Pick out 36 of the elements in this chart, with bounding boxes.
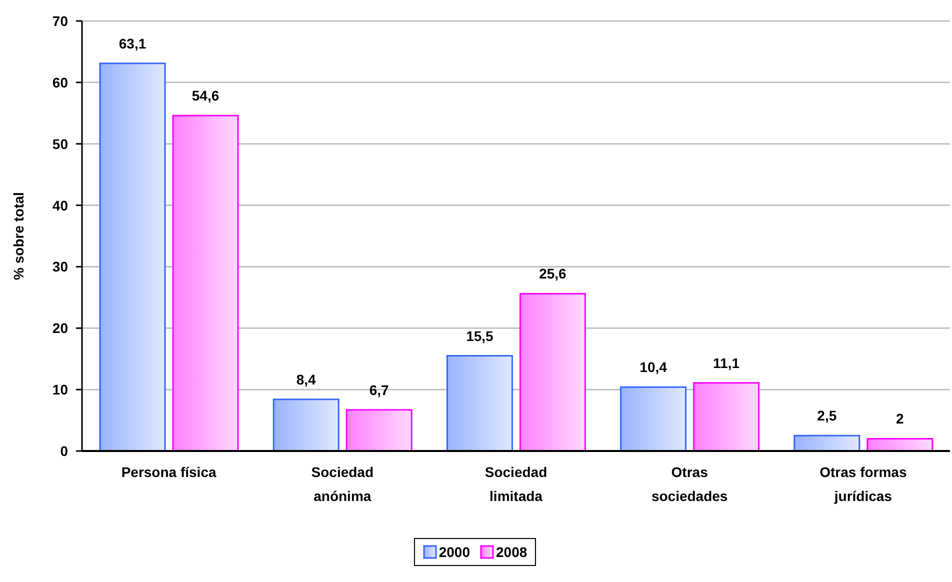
y-tick-label: 10: [52, 382, 68, 398]
x-tick-label: Otras formas jurídicas: [820, 464, 907, 504]
bar: [346, 409, 412, 451]
data-label: 15,5: [466, 328, 494, 344]
bar: [272, 398, 340, 451]
bar: [172, 114, 239, 451]
y-tick-label: 40: [52, 197, 68, 214]
bar: [794, 434, 860, 451]
y-tick-label: 70: [52, 12, 68, 29]
bar: [620, 386, 687, 451]
data-label: 11,1: [713, 354, 740, 371]
y-tick-label: 50: [52, 136, 68, 152]
data-label: 25,6: [539, 266, 567, 282]
bar: [99, 62, 166, 451]
legend-label: 2008: [496, 544, 528, 560]
data-label: 2,5: [817, 408, 837, 424]
x-tick-label: Persona física: [121, 464, 216, 480]
y-tick-label: 20: [52, 320, 68, 336]
legend-label: 2000: [438, 544, 470, 560]
y-axis-title: % sobre total: [10, 192, 27, 280]
data-label: 54,6: [192, 88, 220, 104]
data-label: 2: [896, 410, 904, 427]
y-tick-label: 30: [52, 258, 68, 275]
data-label: 6,7: [369, 382, 390, 398]
x-tick-label: Otras sociedades: [651, 464, 728, 504]
bar: [693, 382, 760, 451]
y-tick-label: 60: [52, 74, 68, 90]
x-tick-label: Sociedad limitada: [484, 464, 548, 504]
data-label: 63,1: [118, 35, 146, 52]
bar: [519, 292, 586, 451]
data-label: 10,4: [640, 359, 668, 376]
bar: [866, 438, 934, 451]
data-label: 8,4: [296, 371, 316, 388]
bar: [446, 355, 513, 451]
x-tick-label: Sociedad anónima: [311, 464, 374, 504]
y-tick-label: 0: [60, 442, 68, 459]
